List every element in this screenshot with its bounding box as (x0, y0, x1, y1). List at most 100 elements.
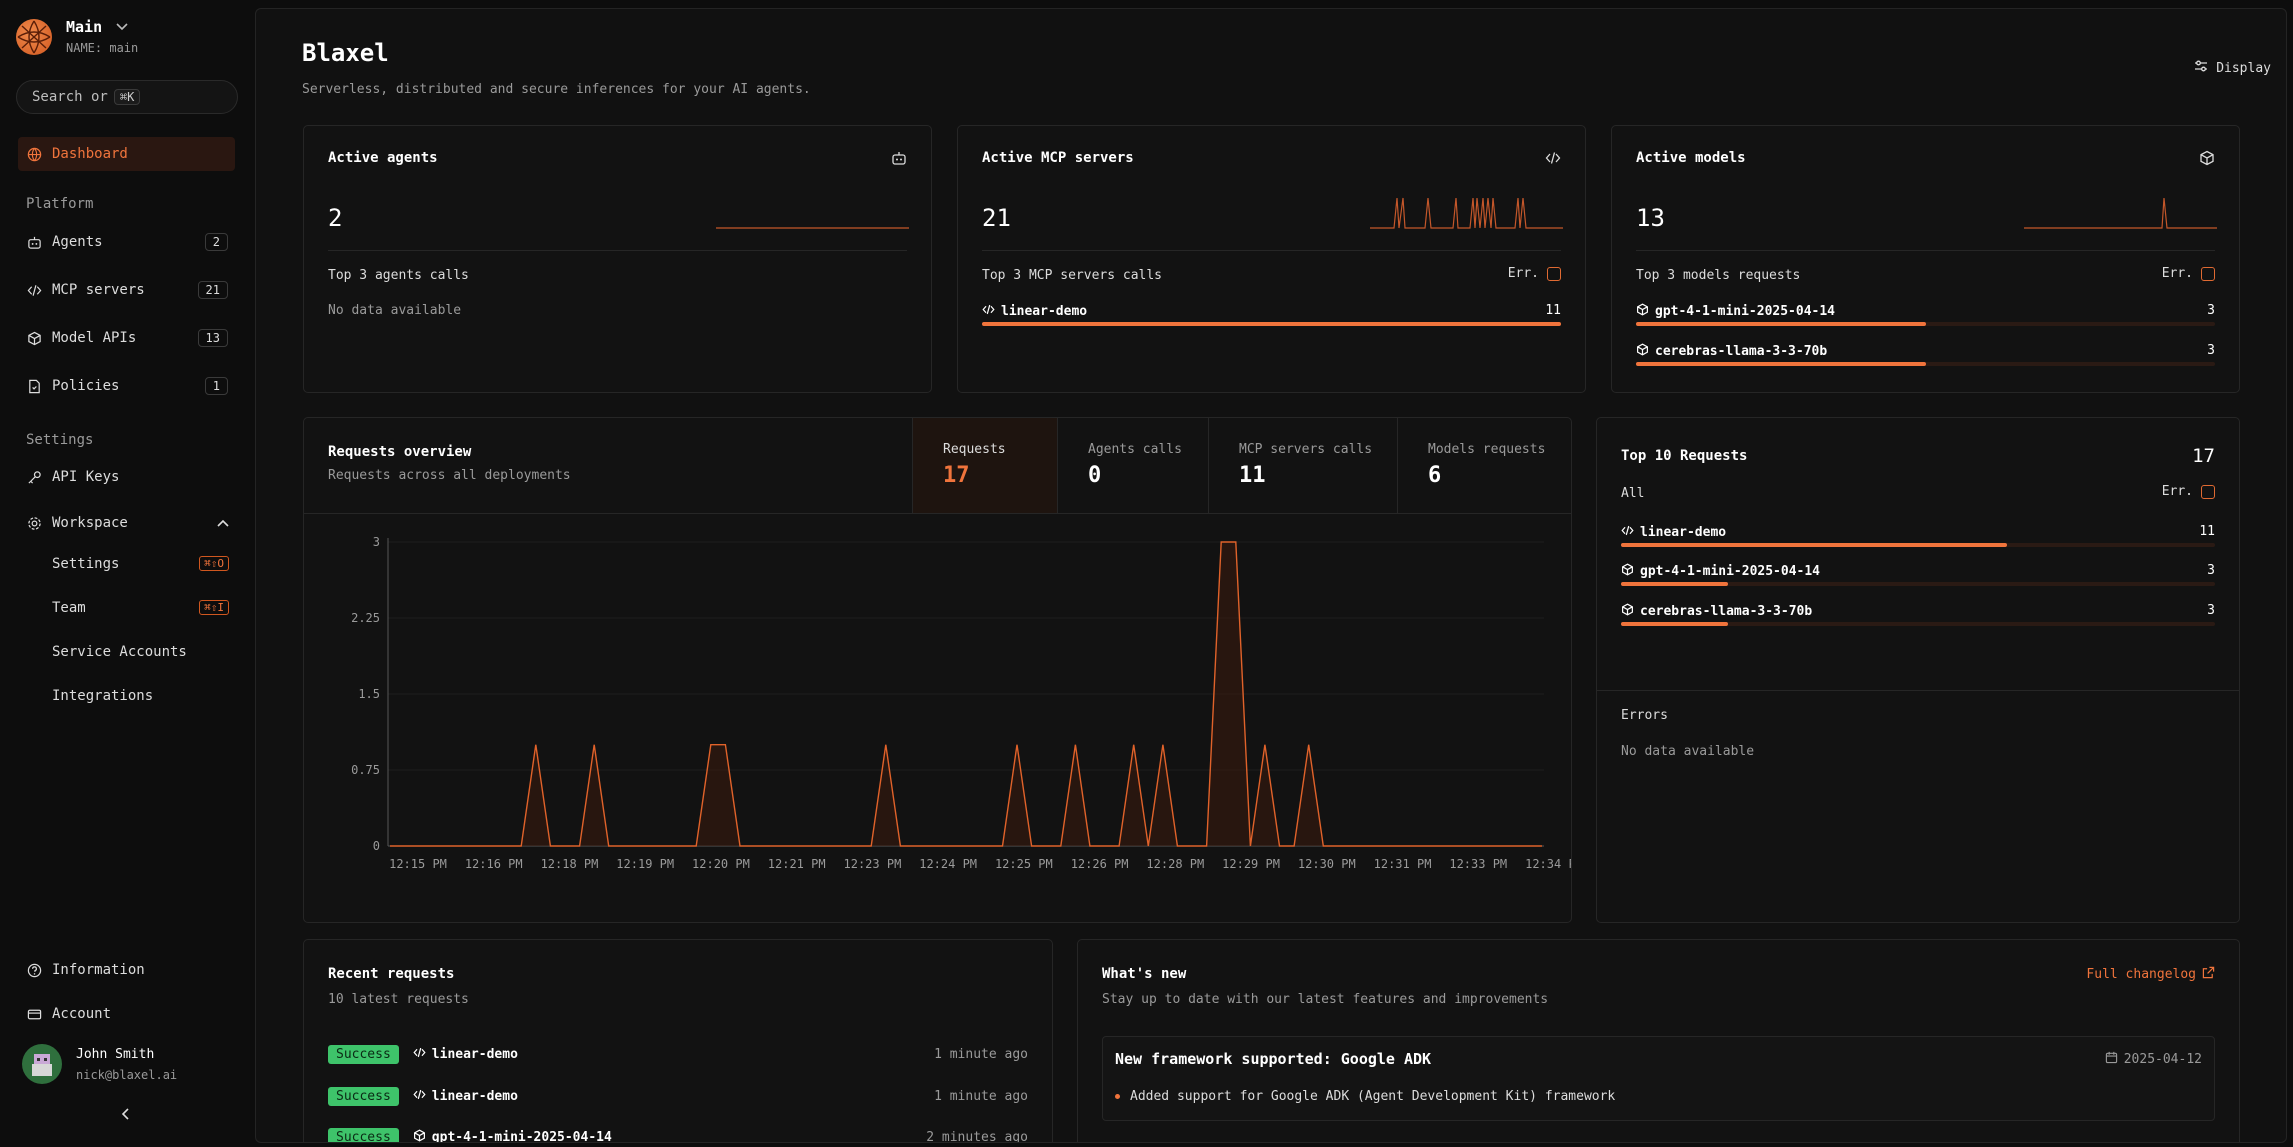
recent-title: Recent requests (328, 966, 455, 982)
filter-all[interactable]: All (1621, 486, 1645, 501)
collapse-sidebar-icon[interactable] (121, 1107, 131, 1125)
help-circle-icon (26, 962, 42, 978)
empty-state: No data available (328, 303, 462, 318)
errors-toggle[interactable]: Err. (2162, 266, 2215, 281)
changelog-label: Full changelog (2086, 967, 2196, 982)
sidebar-item-agents[interactable]: Agents 2 (18, 225, 235, 259)
bar-row[interactable]: cerebras-llama-3-3-70b 3 (1621, 603, 2215, 633)
table-row[interactable]: Success linear-demo 1 minute ago (328, 1084, 1028, 1108)
card-title: Active agents (328, 150, 438, 166)
mcp-sparkline (1370, 197, 1563, 229)
errors-toggle[interactable]: Err. (1508, 266, 1561, 281)
sidebar-item-workspace[interactable]: Workspace (18, 506, 235, 540)
card-value: 13 (1636, 204, 1665, 232)
card-title: Active models (1636, 150, 1746, 166)
page-subtitle: Serverless, distributed and secure infer… (302, 82, 811, 97)
sidebar-item-model-apis[interactable]: Model APIs 13 (18, 321, 235, 355)
code-icon (1621, 524, 1634, 541)
blaxel-logo (16, 18, 52, 55)
x-tick-label: 12:19 PM (616, 857, 674, 871)
sidebar-subitem-service-accounts[interactable]: Service Accounts (52, 644, 187, 660)
bar-fill (1636, 322, 1926, 326)
sidebar-item-api-keys[interactable]: API Keys (18, 460, 235, 494)
code-icon (413, 1046, 426, 1063)
y-tick-label: 2.25 (351, 611, 380, 625)
gear-icon (26, 515, 42, 531)
divider (1597, 690, 2239, 691)
bar-row[interactable]: gpt-4-1-mini-2025-04-14 3 (1621, 563, 2215, 593)
page-title: Blaxel (302, 39, 389, 67)
workspace-subname: NAME: main (66, 41, 139, 55)
x-tick-label: 12:31 PM (1374, 857, 1432, 871)
models-sparkline (2024, 197, 2217, 229)
sidebar-item-label: Agents (52, 234, 103, 250)
code-icon (413, 1088, 426, 1105)
bar-label: cerebras-llama-3-3-70b (1655, 344, 1828, 359)
cube-icon (1621, 603, 1634, 620)
workspace-switcher[interactable]: Main NAME: main (16, 18, 138, 55)
bar-row[interactable]: gpt-4-1-mini-2025-04-14 3 (1636, 303, 2215, 333)
bullet-dot (1115, 1094, 1120, 1099)
x-tick-label: 12:18 PM (541, 857, 599, 871)
card-title: Active MCP servers (982, 150, 1134, 166)
robot-icon (891, 150, 907, 170)
sidebar-item-policies[interactable]: Policies 1 (18, 369, 235, 403)
sidebar-item-mcp-servers[interactable]: MCP servers 21 (18, 273, 235, 307)
sidebar-subitem-team[interactable]: Team (52, 600, 86, 616)
bar-row[interactable]: linear-demo 11 (1621, 524, 2215, 554)
display-label: Display (2216, 60, 2271, 76)
cube-icon (1636, 343, 1649, 360)
x-tick-label: 12:16 PM (465, 857, 523, 871)
display-button[interactable]: Display (2194, 59, 2271, 77)
divider (1636, 250, 2215, 251)
divider (982, 250, 1561, 251)
sidebar-subitem-settings[interactable]: Settings (52, 556, 119, 572)
user-profile[interactable]: John Smith nick@blaxel.ai (22, 1044, 177, 1084)
sidebar-item-dashboard[interactable]: Dashboard (18, 137, 235, 171)
x-tick-label: 12:21 PM (768, 857, 826, 871)
tab-agents-calls[interactable]: Agents calls 0 (1057, 418, 1208, 513)
search-input[interactable]: Search or ⌘K (16, 80, 238, 114)
news-item[interactable]: New framework supported: Google ADK 2025… (1102, 1036, 2215, 1121)
cube-icon (26, 330, 42, 346)
err-checkbox[interactable] (2201, 484, 2215, 499)
err-label: Err. (2161, 484, 2193, 499)
overview-subtitle: Requests across all deployments (328, 468, 571, 483)
bar-value: 3 (2207, 563, 2215, 578)
code-icon (982, 303, 995, 320)
err-checkbox[interactable] (1547, 266, 1561, 281)
news-title: New framework supported: Google ADK (1115, 1050, 1432, 1068)
code-icon (26, 282, 42, 298)
y-tick-label: 1.5 (358, 687, 380, 701)
tab-mcp-calls[interactable]: MCP servers calls 11 (1208, 418, 1397, 513)
tab-models-requests[interactable]: Models requests 6 (1397, 418, 1571, 513)
tab-requests[interactable]: Requests 17 (912, 418, 1057, 513)
sliders-icon (2194, 59, 2208, 77)
overview-tabs: Requests 17 Agents calls 0 MCP servers cal… (912, 418, 1571, 513)
sidebar-item-label: Model APIs (52, 330, 137, 346)
top10-total: 17 (2192, 445, 2215, 467)
bar-value: 3 (2207, 603, 2215, 618)
bar-row[interactable]: cerebras-llama-3-3-70b 3 (1636, 343, 2215, 373)
calendar-icon (2105, 1051, 2118, 1068)
bar-track (1621, 543, 2215, 547)
sidebar-item-label: Information (52, 962, 145, 978)
sidebar-item-account[interactable]: Account (18, 997, 235, 1031)
table-row[interactable]: Success gpt-4-1-mini-2025-04-14 2 minute… (328, 1125, 1028, 1142)
bar-row[interactable]: linear-demo 11 (982, 303, 1561, 333)
errors-toggle[interactable]: Err. (2162, 484, 2215, 499)
bar-fill (1621, 582, 1728, 586)
x-tick-label: 12:24 PM (919, 857, 977, 871)
card-label: Top 3 agents calls (328, 268, 469, 283)
tab-label: MCP servers calls (1239, 442, 1373, 457)
full-changelog-link[interactable]: Full changelog (2086, 966, 2215, 983)
card-value: 2 (328, 204, 343, 232)
sidebar-item-label: Policies (52, 378, 120, 394)
agents-sparkline (716, 227, 909, 229)
sidebar-subitem-integrations[interactable]: Integrations (52, 688, 154, 704)
table-row[interactable]: Success linear-demo 1 minute ago (328, 1042, 1028, 1066)
tab-label: Models requests (1428, 442, 1546, 457)
err-checkbox[interactable] (2201, 266, 2215, 281)
search-shortcut: ⌘K (113, 89, 141, 105)
sidebar-item-information[interactable]: Information (18, 953, 235, 987)
